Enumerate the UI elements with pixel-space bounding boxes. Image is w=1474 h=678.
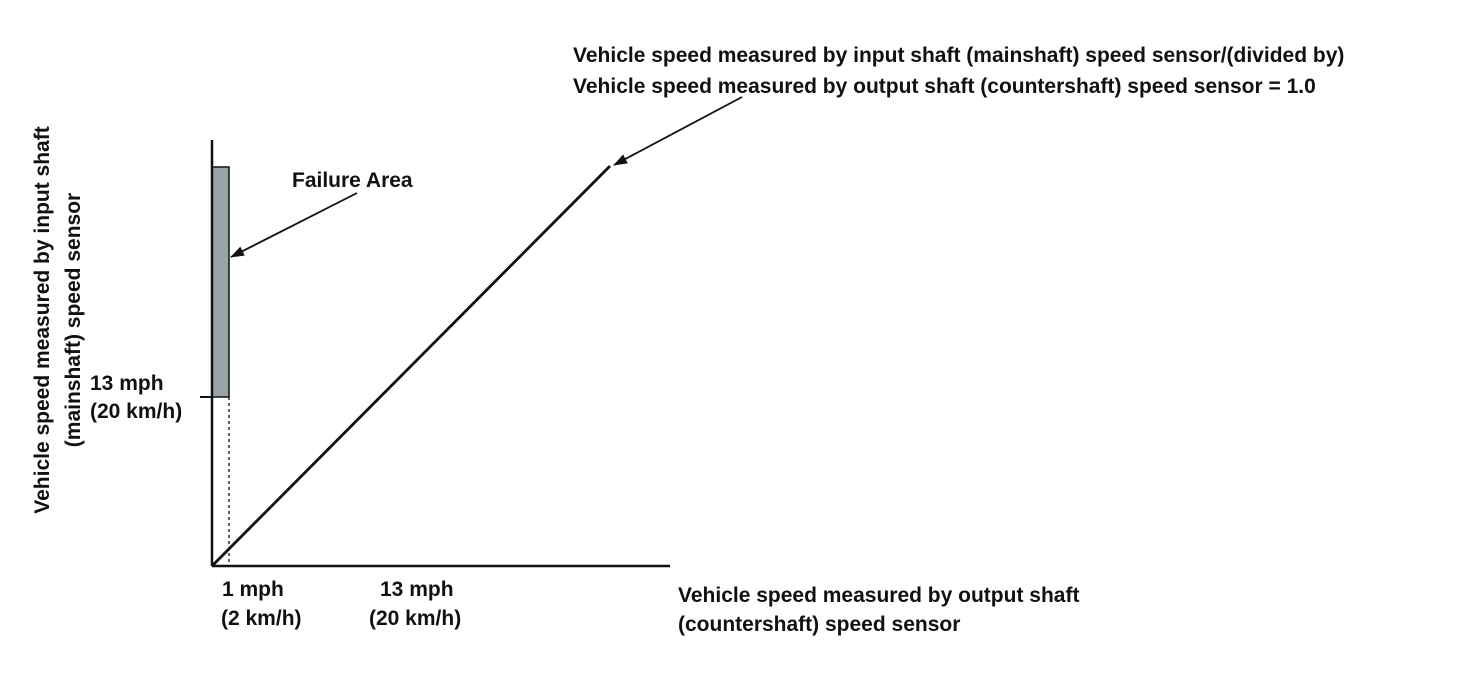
x-tick1-label-mph: 1 mph <box>222 578 284 601</box>
ratio-annotation-line1: Vehicle speed measured by input shaft (m… <box>573 44 1344 67</box>
ratio-line <box>211 165 611 567</box>
y-axis-title-line2: (mainshaft) speed sensor <box>62 193 85 447</box>
x-axis-title-line2: (countershaft) speed sensor <box>678 613 960 636</box>
failure-area-label: Failure Area <box>292 169 413 192</box>
y-tick-label-mph: 13 mph <box>90 372 164 395</box>
y-tick-label-kmh: (20 km/h) <box>90 400 182 423</box>
x-tick2-label-mph: 13 mph <box>380 578 454 601</box>
failure-area-region <box>211 166 230 398</box>
y-axis-title-line1: Vehicle speed measured by input shaft <box>31 126 54 513</box>
failure-area-arrow <box>230 192 358 258</box>
x-tick1-label-kmh: (2 km/h) <box>221 607 302 630</box>
x-tick2-label-kmh: (20 km/h) <box>369 607 461 630</box>
x-axis-title-line1: Vehicle speed measured by output shaft <box>678 584 1079 607</box>
ratio-annotation-line2: Vehicle speed measured by output shaft (… <box>573 75 1316 98</box>
ratio-annotation-arrow <box>613 96 743 166</box>
